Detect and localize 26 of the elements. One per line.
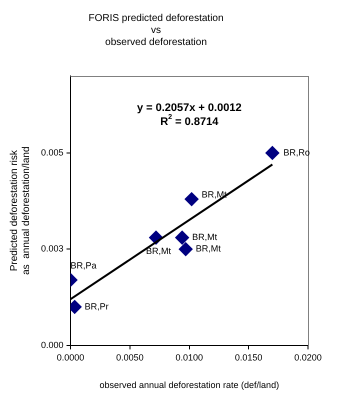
y-tick-label: 0.000 xyxy=(40,340,64,350)
x-tick-label: 0.0050 xyxy=(116,352,144,362)
x-axis-title: observed annual deforestation rate (def/land) xyxy=(99,380,280,390)
annotation: BR,Mt xyxy=(192,232,218,242)
x-tick-label: 0.0150 xyxy=(234,352,262,362)
annotation: BR,Pa xyxy=(70,260,97,270)
point xyxy=(175,230,190,245)
point xyxy=(265,146,280,160)
x-tick-label: 0.0000 xyxy=(56,352,84,362)
text: observed deforestation xyxy=(105,36,207,48)
annotation: BR,Ro xyxy=(283,147,310,158)
point xyxy=(184,192,199,206)
point xyxy=(178,242,193,256)
x-tick-label: 0.0100 xyxy=(175,352,204,362)
x-tick-label: 0.0200 xyxy=(294,352,322,362)
text: as annual deforestation/land xyxy=(20,146,32,275)
y-tick-label: 0.005 xyxy=(40,147,64,158)
text: FORIS predicted deforestation xyxy=(88,12,224,24)
annotation: BR,Mt xyxy=(202,190,228,200)
y-tick-label: 0.003 xyxy=(40,244,64,254)
annotation: y = 0.2057x + 0.0012 xyxy=(136,102,242,114)
annotation: BR,Mt xyxy=(146,246,172,256)
annotation: BR,Pr xyxy=(84,301,109,312)
text: vs xyxy=(151,24,161,36)
annotation: BR,Mt xyxy=(196,244,222,254)
text: Predicted deforestation risk xyxy=(8,150,20,272)
